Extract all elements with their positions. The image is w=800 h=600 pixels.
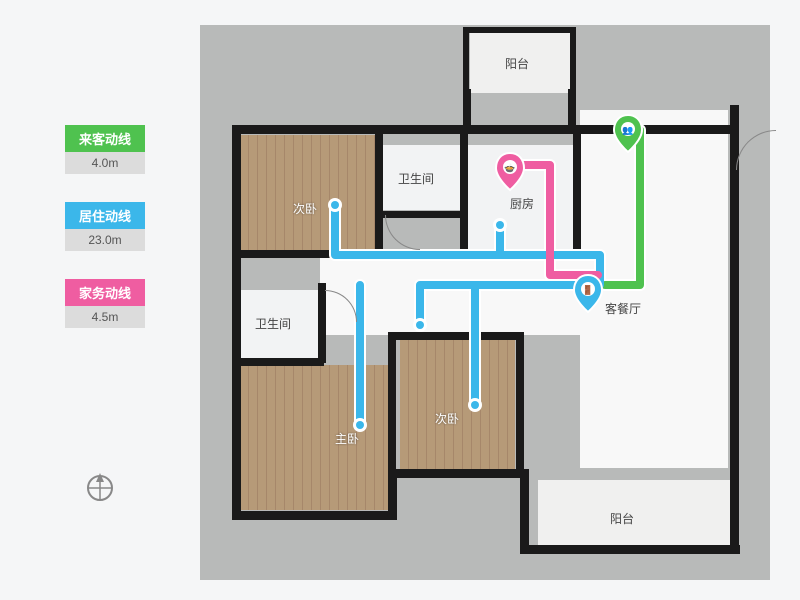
legend-item-guest: 来客动线 4.0m <box>65 125 145 174</box>
marker-cook: 🍲 <box>496 153 524 190</box>
room-label-bed2_mid: 次卧 <box>435 410 459 427</box>
path-outline-guest <box>605 130 640 285</box>
door-icon: 🚪 <box>582 284 593 295</box>
marker-live: 🚪 <box>574 275 602 312</box>
room-label-bath1: 卫生间 <box>398 170 434 187</box>
path-outline-living <box>335 205 600 425</box>
legend-item-chore: 家务动线 4.5m <box>65 279 145 328</box>
floor-plan: 👥🍲🚪阳台卫生间厨房次卧卫生间主卧次卧客餐厅阳台 <box>200 25 770 580</box>
room-label-balcony_bot: 阳台 <box>610 510 634 527</box>
room-label-master: 主卧 <box>335 430 359 447</box>
room-label-balcony_top: 阳台 <box>505 55 529 72</box>
legend-value: 4.5m <box>65 306 145 328</box>
path-end-dot-inner <box>356 421 364 429</box>
legend-value: 4.0m <box>65 152 145 174</box>
room-label-bath2: 卫生间 <box>255 315 291 332</box>
pot-icon: 🍲 <box>504 163 515 173</box>
path-end-dot-inner <box>496 221 504 229</box>
compass-icon <box>82 470 118 511</box>
legend-title: 居住动线 <box>65 202 145 229</box>
legend-title: 来客动线 <box>65 125 145 152</box>
room-label-bed2_top: 次卧 <box>293 200 317 217</box>
legend-value: 23.0m <box>65 229 145 251</box>
path-end-dot-inner <box>416 321 424 329</box>
room-label-living_dining: 客餐厅 <box>605 300 641 317</box>
person-icon: 👥 <box>622 125 633 135</box>
path-overlay: 👥 🍲 🚪 <box>200 25 770 580</box>
legend-item-living: 居住动线 23.0m <box>65 202 145 251</box>
room-label-kitchen: 厨房 <box>510 195 534 212</box>
path-living <box>335 205 600 425</box>
path-end-dot-inner <box>331 201 339 209</box>
legend-title: 家务动线 <box>65 279 145 306</box>
path-end-dot-inner <box>471 401 479 409</box>
legend: 来客动线 4.0m 居住动线 23.0m 家务动线 4.5m <box>65 125 145 356</box>
